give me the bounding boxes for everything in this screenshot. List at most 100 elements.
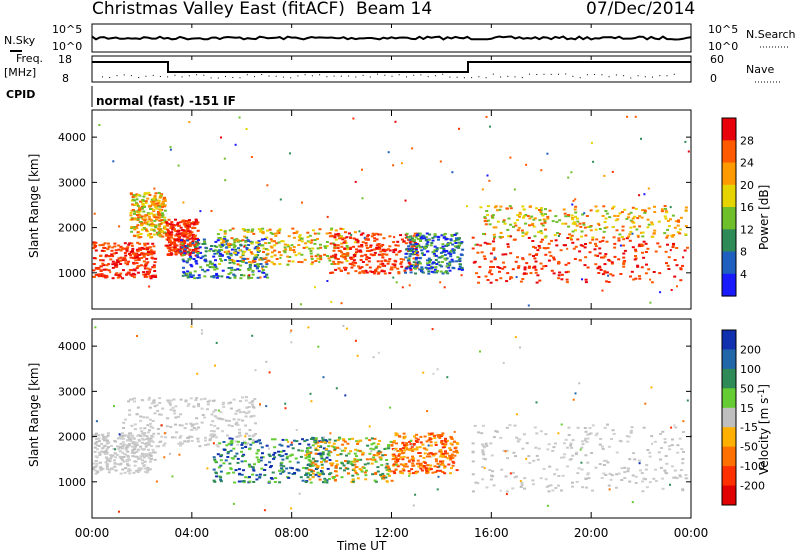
heatmap-cell [321, 452, 325, 455]
heatmap-cell [118, 450, 122, 453]
heatmap-speckle [485, 115, 488, 118]
heatmap-cell [591, 489, 594, 492]
heatmap-speckle [446, 376, 449, 379]
heatmap-cell [532, 255, 535, 257]
heatmap-cell [113, 440, 117, 442]
heatmap-cell [281, 240, 285, 243]
heatmap-cell [564, 271, 568, 274]
heatmap-cell [569, 442, 573, 445]
heatmap-cell [373, 458, 377, 461]
heatmap-cell [213, 480, 217, 483]
heatmap-cell [458, 257, 462, 260]
heatmap-cell [489, 252, 493, 255]
heatmap-cell [143, 432, 147, 435]
heatmap-cell [573, 223, 577, 225]
heatmap-cell [328, 259, 332, 262]
heatmap-cell [127, 243, 131, 246]
heatmap-cell [453, 245, 457, 248]
heatmap-cell [123, 247, 127, 250]
heatmap-cell [159, 233, 163, 236]
heatmap-cell [108, 468, 111, 471]
heatmap-cell [602, 464, 606, 466]
heatmap-cell [610, 438, 613, 440]
heatmap-cell [634, 257, 638, 260]
heatmap-speckle [669, 249, 672, 252]
heatmap-cell [419, 467, 423, 470]
heatmap-cell [232, 260, 236, 263]
heatmap-cell [550, 239, 553, 242]
heatmap-cell [235, 435, 239, 438]
heatmap-cell [121, 441, 125, 444]
heatmap-cell [411, 472, 415, 475]
heatmap-cell [555, 244, 559, 247]
heatmap-cell [603, 263, 607, 266]
heatmap-cell [223, 235, 227, 238]
heatmap-cell [482, 424, 485, 427]
heatmap-cell [313, 242, 317, 245]
heatmap-cell [392, 251, 396, 254]
heatmap-speckle [231, 437, 234, 440]
heatmap-cell [664, 250, 668, 253]
heatmap-cell [208, 260, 212, 263]
heatmap-cell [140, 228, 144, 231]
heatmap-cell [398, 435, 402, 438]
heatmap-cell [373, 437, 377, 440]
heatmap-cell [400, 265, 404, 268]
heatmap-cell [402, 432, 406, 435]
heatmap-cell [107, 263, 111, 266]
heatmap-cell [133, 210, 137, 213]
heatmap-cell [521, 205, 525, 208]
heatmap-cell [281, 471, 285, 474]
heatmap-cell [579, 244, 583, 247]
heatmap-cell [665, 211, 669, 214]
heatmap-speckle [114, 448, 117, 451]
heatmap-speckle [212, 442, 215, 445]
heatmap-cell [340, 245, 344, 248]
heatmap-cell [399, 471, 403, 474]
heatmap-cell [255, 478, 259, 481]
heatmap-cell [227, 250, 231, 253]
heatmap-cell [435, 247, 439, 249]
heatmap-speckle [171, 475, 174, 478]
heatmap-cell [512, 238, 516, 241]
heatmap-cell [136, 434, 140, 437]
heatmap-cell [216, 427, 220, 430]
heatmap-cell [224, 419, 228, 422]
heatmap-cell [627, 235, 631, 238]
heatmap-cell [283, 246, 287, 249]
heatmap-cell [179, 413, 183, 416]
heatmap-speckle [310, 400, 313, 403]
heatmap-cell [613, 214, 617, 217]
heatmap-cell [157, 199, 161, 202]
heatmap-cell [329, 255, 333, 258]
heatmap-cell [153, 270, 157, 272]
heatmap-cell [256, 458, 260, 461]
heatmap-cell [518, 215, 521, 218]
heatmap-cell [319, 258, 323, 261]
heatmap-speckle [557, 235, 560, 237]
heatmap-cell [134, 445, 137, 448]
heatmap-cell [414, 437, 418, 440]
heatmap-cell [187, 235, 191, 238]
heatmap-cell [164, 436, 168, 439]
heatmap-cell [204, 444, 208, 446]
heatmap-cell [239, 277, 243, 280]
heatmap-cell [664, 217, 668, 220]
heatmap-cell [243, 258, 247, 260]
heatmap-cell [353, 470, 357, 473]
heatmap-speckle [488, 179, 491, 182]
heatmap-cell [101, 243, 105, 246]
heatmap-cell [412, 234, 416, 237]
heatmap-cell [684, 206, 688, 209]
heatmap-cell [145, 276, 148, 278]
heatmap-cell [448, 264, 452, 267]
heatmap-cell [143, 219, 147, 222]
heatmap-cell [258, 250, 261, 252]
heatmap-cell [187, 436, 190, 439]
heatmap-cell [409, 271, 413, 274]
heatmap-cell [130, 434, 134, 437]
heatmap-speckle [574, 198, 577, 201]
heatmap-cell [681, 458, 685, 461]
heatmap-cell [419, 236, 423, 239]
heatmap-cell [188, 272, 192, 275]
